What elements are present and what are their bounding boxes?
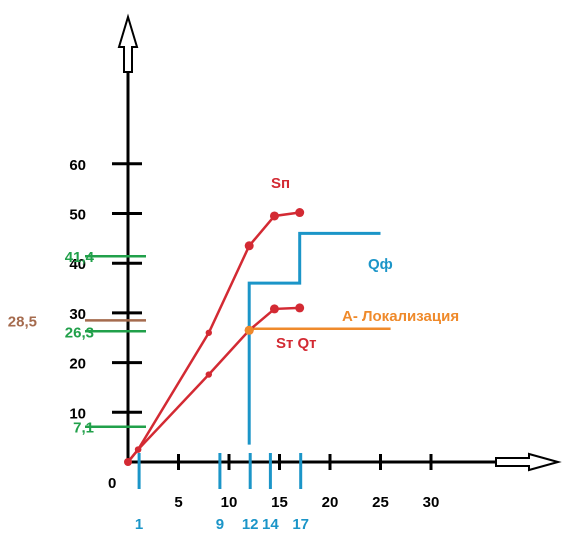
data-point <box>124 458 132 466</box>
data-point <box>205 329 212 336</box>
axis-ticks <box>85 162 433 489</box>
chart-labels: 0 5 10 15 20 25 30 10 20 30 40 50 60 1 9 12 14 17 7,1 26,3 2… <box>8 157 459 533</box>
y-marker-label: 7,1 <box>73 420 94 437</box>
data-point <box>244 241 254 251</box>
y-marker-label: 28,5 <box>8 313 37 330</box>
data-point <box>269 304 279 314</box>
x-tick-label: 5 <box>174 494 182 511</box>
data-point <box>295 208 305 218</box>
y-tick-label: 20 <box>69 356 86 373</box>
x-marker-label: 12 <box>242 516 259 533</box>
data-point <box>134 446 142 453</box>
y-marker-label: 26,3 <box>65 324 94 341</box>
x-tick-label: 15 <box>271 494 288 511</box>
annotation: Sт Qт <box>276 335 317 352</box>
annotation: Qф <box>368 256 393 273</box>
x-marker-label: 9 <box>216 516 224 533</box>
y-tick-label: 30 <box>69 306 86 323</box>
x-tick-label: 10 <box>221 494 238 511</box>
series-line <box>127 306 300 463</box>
annotation: A- Локализация <box>342 308 459 325</box>
origin-label: 0 <box>108 475 116 492</box>
x-axis-arrow <box>495 452 562 472</box>
series-line <box>127 211 300 463</box>
chart-series <box>124 208 391 466</box>
x-tick-label: 30 <box>423 494 440 511</box>
data-point <box>205 371 212 378</box>
y-axis-arrow <box>117 13 139 73</box>
x-marker-label: 1 <box>135 516 143 533</box>
data-point <box>295 303 305 313</box>
y-marker-label: 41,4 <box>65 249 95 266</box>
chart-axes <box>117 13 562 472</box>
y-tick-label: 60 <box>69 157 86 174</box>
x-marker-label: 14 <box>262 516 279 533</box>
y-tick-label: 50 <box>69 207 86 224</box>
y-tick-label: 40 <box>69 256 86 273</box>
data-point <box>269 211 279 221</box>
x-tick-label: 25 <box>372 494 389 511</box>
highlight-point <box>244 325 254 335</box>
x-tick-label: 20 <box>322 494 339 511</box>
y-tick-label: 10 <box>69 405 86 422</box>
x-marker-label: 17 <box>292 516 309 533</box>
annotation: Sп <box>271 175 290 192</box>
series-line <box>247 231 381 445</box>
